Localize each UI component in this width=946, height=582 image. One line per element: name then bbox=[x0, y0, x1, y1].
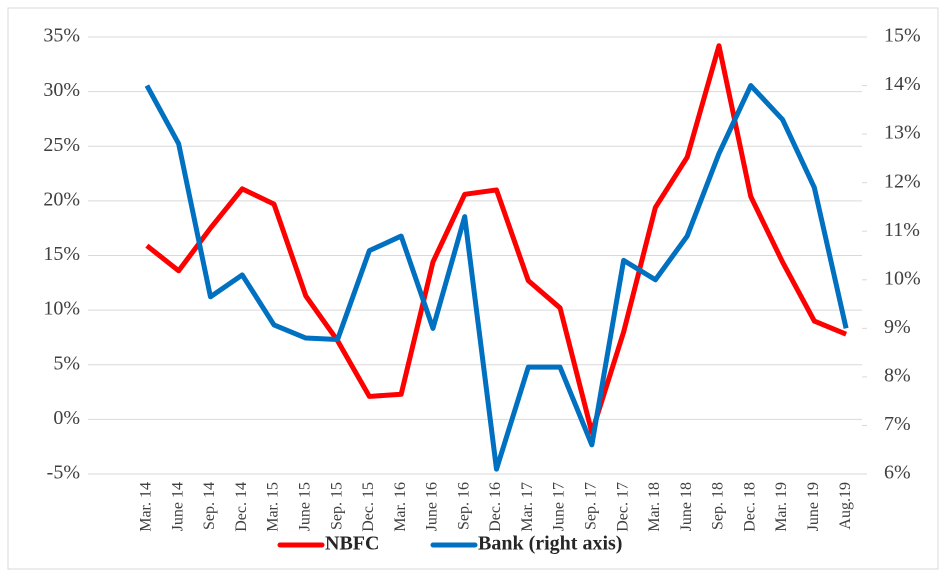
y-tick-label: 35% bbox=[43, 25, 80, 47]
x-tick-label: Dec. 18 bbox=[741, 482, 758, 532]
x-tick-label: Dec. 17 bbox=[614, 482, 631, 532]
y2-tick-label: 6% bbox=[884, 462, 911, 484]
y-tick-label: 30% bbox=[43, 79, 80, 101]
y2-tick-label: 14% bbox=[884, 73, 921, 95]
x-tick-label: Mar. 18 bbox=[646, 482, 663, 532]
x-tick-label: June 14 bbox=[169, 482, 186, 531]
x-tick-label: June 19 bbox=[805, 482, 822, 531]
x-tick-label: Mar. 17 bbox=[519, 482, 536, 532]
x-tick-label: Sep. 15 bbox=[328, 482, 345, 530]
y2-tick-label: 10% bbox=[884, 267, 921, 289]
x-tick-label: Dec. 14 bbox=[233, 482, 250, 532]
x-tick-label: Aug.19 bbox=[837, 482, 854, 530]
x-tick-label: Dec. 16 bbox=[487, 482, 504, 532]
x-tick-label: Sep. 18 bbox=[710, 482, 727, 530]
x-tick-label: Sep. 17 bbox=[583, 482, 600, 530]
y2-tick-label: 12% bbox=[884, 170, 921, 192]
x-tick-label: Mar. 19 bbox=[773, 482, 790, 532]
y-tick-label: 0% bbox=[53, 407, 80, 429]
x-tick-label: June 16 bbox=[424, 482, 441, 531]
legend-label: NBFC bbox=[325, 533, 379, 555]
x-tick-label: Dec. 15 bbox=[360, 482, 377, 532]
x-tick-label: June 18 bbox=[678, 482, 695, 531]
y2-tick-label: 11% bbox=[884, 219, 920, 241]
x-tick-label: June 17 bbox=[551, 482, 568, 531]
y-tick-label: 20% bbox=[43, 188, 80, 210]
line-series bbox=[144, 83, 849, 472]
y-tick-label: -5% bbox=[47, 462, 80, 484]
y2-tick-label: 13% bbox=[884, 122, 921, 144]
y-tick-label: 25% bbox=[43, 134, 80, 156]
y2-tick-label: 7% bbox=[884, 413, 911, 435]
y-tick-label: 15% bbox=[43, 243, 80, 265]
x-tick-label: Sep. 14 bbox=[201, 482, 218, 530]
x-tick-label: Mar. 16 bbox=[392, 482, 409, 532]
y2-tick-label: 8% bbox=[884, 364, 911, 386]
legend-label: Bank (right axis) bbox=[478, 533, 622, 555]
y2-tick-label: 15% bbox=[884, 25, 921, 47]
x-tick-label: Sep. 16 bbox=[455, 482, 472, 530]
y-tick-label: 10% bbox=[43, 298, 80, 320]
y2-tick-label: 9% bbox=[884, 316, 911, 338]
x-tick-label: Mar. 14 bbox=[138, 482, 155, 532]
x-tick-label: Mar. 15 bbox=[265, 482, 282, 532]
y-tick-label: 5% bbox=[53, 352, 80, 374]
x-tick-label: June 15 bbox=[296, 482, 313, 531]
line-series bbox=[145, 43, 848, 435]
